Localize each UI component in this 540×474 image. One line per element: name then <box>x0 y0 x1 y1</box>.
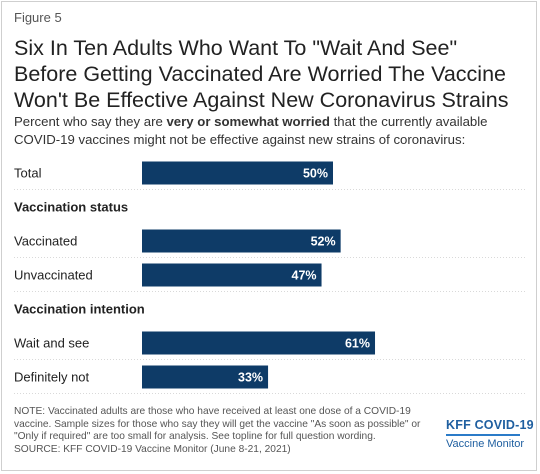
subtitle-text: Percent who say they are <box>14 114 167 129</box>
source-line: SOURCE: KFF COVID-19 Vaccine Monitor (Ju… <box>14 443 291 455</box>
bar-value-label: 33% <box>238 371 263 385</box>
bar-value-label: 52% <box>311 235 336 249</box>
category-label: Vaccinated <box>14 234 77 249</box>
note-line: NOTE: Vaccinated adults are those who ha… <box>14 406 411 417</box>
category-label: Total <box>14 166 42 181</box>
chart-note: NOTE: Vaccinated adults are those who ha… <box>14 406 424 456</box>
bar <box>142 331 376 355</box>
chart-title-line: Six In Ten Adults Who Want To "Wait And … <box>14 36 458 60</box>
note-line: "Only if required" are too small for ana… <box>14 431 376 442</box>
figure-label: Figure 5 <box>14 10 62 25</box>
logo-rule <box>446 434 520 436</box>
chart-title-line: Won't Be Effective Against New Coronavir… <box>14 88 509 112</box>
chart-title: Six In Ten Adults Who Want To "Wait And … <box>14 35 530 113</box>
chart-subtitle: Percent who say they are very or somewha… <box>14 113 530 149</box>
category-label: Unvaccinated <box>14 268 93 283</box>
note-line: vaccine. Sample sizes for those who say … <box>14 418 421 430</box>
category-label: Definitely not <box>14 370 90 385</box>
bar <box>142 365 269 389</box>
subtitle-bold-text: very or somewhat worried <box>166 114 330 129</box>
bar <box>142 229 341 253</box>
group-header-label: Vaccination status <box>14 200 128 215</box>
bar-value-label: 50% <box>303 167 328 181</box>
bar <box>142 161 333 185</box>
kff-logo: KFF COVID-19 Vaccine Monitor <box>446 418 534 450</box>
bar <box>142 263 322 287</box>
logo-subtitle: Vaccine Monitor <box>446 438 525 450</box>
logo-title: KFF COVID-19 <box>446 418 534 432</box>
bar-value-label: 61% <box>345 337 370 351</box>
group-header-label: Vaccination intention <box>14 302 145 317</box>
chart-title-line: Before Getting Vaccinated Are Worried Th… <box>14 62 506 86</box>
category-label: Wait and see <box>14 336 89 351</box>
subtitle-text-end: that the currently available COVID-19 va… <box>14 114 488 147</box>
bar-value-label: 47% <box>292 269 317 283</box>
